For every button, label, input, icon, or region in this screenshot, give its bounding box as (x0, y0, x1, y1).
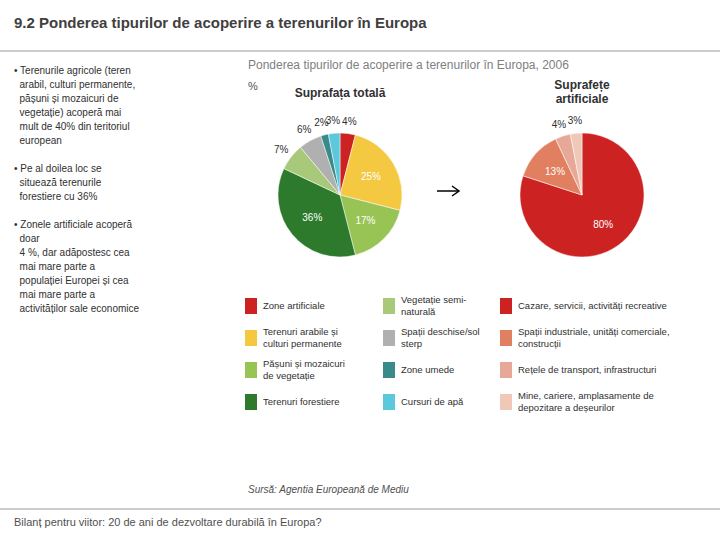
html-text:Cazare, servicii, activități r: Cazare, servicii, activități recreative (518, 300, 667, 311)
html-text:Suprafețe artificiale: Suprafețe artificiale (554, 78, 610, 106)
html-text:Mine, cariere, amplasamente de: Mine, cariere, amplasamente de depozitar… (518, 390, 654, 413)
html-text:Cursuri de apă: Cursuri de apă (401, 396, 464, 407)
html-text:Vegetație semi- naturală: Vegetație semi- naturală (401, 294, 467, 317)
html-text:9.2 Ponderea tipurilor de acop: 9.2 Ponderea tipurilor de acoperire a te… (14, 14, 427, 31)
html-text:Sursă: Agentia Europeană de Me: Sursă: Agentia Europeană de Mediu (248, 484, 409, 495)
html-text:Suprafața totală: Suprafața totală (294, 86, 386, 100)
svg-text:25%: 25% (361, 171, 381, 182)
html-text:Spații industriale, unități co: Spații industriale, unități comerciale, … (518, 326, 670, 349)
html-text:• Terenurile agricole (teren a: • Terenurile agricole (teren arabil, cul… (14, 65, 140, 314)
svg-text:17%: 17% (355, 215, 375, 226)
html-text:Terenuri forestiere: Terenuri forestiere (263, 396, 340, 407)
svg-text:3%: 3% (568, 115, 583, 126)
html-text:Ponderea tipurilor de acoperir: Ponderea tipurilor de acoperire a terenu… (248, 58, 569, 72)
svg-text:13%: 13% (545, 166, 565, 177)
svg-text:6%: 6% (297, 124, 312, 135)
svg-text:4%: 4% (342, 116, 357, 127)
html-text:Rețele de transport, infrastru: Rețele de transport, infrastructuri (518, 364, 657, 375)
svg-text:4%: 4% (552, 119, 567, 130)
html-text:Spații deschise/sol sterp: Spații deschise/sol sterp (401, 326, 480, 349)
html-text:Zone umede: Zone umede (401, 364, 455, 375)
html-text:Pășuni și mozaicuri de vegetaț: Pășuni și mozaicuri de vegetație (263, 358, 345, 381)
svg-text:2%: 2% (314, 117, 329, 129)
svg-text:3%: 3% (326, 115, 341, 126)
svg-text:36%: 36% (302, 212, 322, 223)
html-text:Zone artificiale: Zone artificiale (263, 300, 325, 311)
html-text:Terenuri arabile și culturi pe: Terenuri arabile și culturi permanente (263, 326, 342, 349)
svg-text:80%: 80% (593, 219, 613, 230)
html-text:Bilanț pentru viitor: 20 de an: Bilanț pentru viitor: 20 de ani de dezvo… (14, 516, 322, 528)
svg-text:7%: 7% (274, 144, 289, 155)
